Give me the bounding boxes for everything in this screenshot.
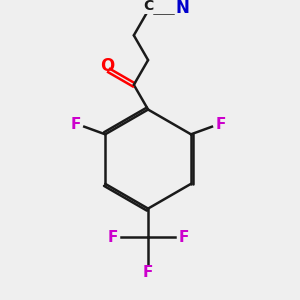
Text: N: N (176, 0, 189, 17)
Text: F: F (70, 117, 81, 132)
Text: C: C (143, 0, 153, 13)
Text: F: F (143, 265, 153, 280)
Text: F: F (178, 230, 188, 245)
Text: F: F (108, 230, 118, 245)
Text: F: F (215, 117, 226, 132)
Text: O: O (100, 57, 114, 75)
